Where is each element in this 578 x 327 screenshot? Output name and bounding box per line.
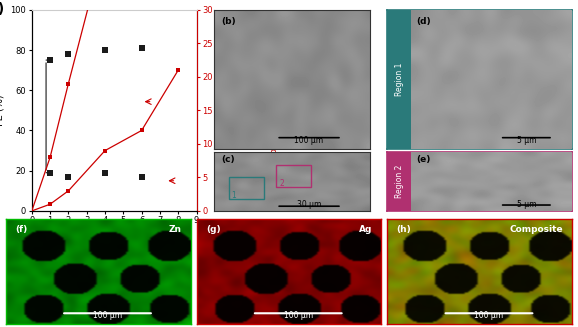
Text: 1: 1 xyxy=(231,191,236,200)
Text: (d): (d) xyxy=(416,17,431,26)
Text: Ag: Ag xyxy=(359,225,372,234)
Text: (b): (b) xyxy=(222,17,236,26)
Text: 30 μm: 30 μm xyxy=(297,200,321,209)
X-axis label: Time (h): Time (h) xyxy=(94,231,135,241)
Text: 100 μm: 100 μm xyxy=(284,311,313,319)
Text: (a): (a) xyxy=(0,2,5,16)
Text: Region 2: Region 2 xyxy=(395,165,404,198)
Text: Zn: Zn xyxy=(169,225,181,234)
Text: Composite: Composite xyxy=(509,225,563,234)
Text: 5 μm: 5 μm xyxy=(517,199,537,209)
Text: 100 μm: 100 μm xyxy=(475,311,503,319)
Text: (f): (f) xyxy=(15,225,27,234)
Text: 100 μm: 100 μm xyxy=(295,136,324,145)
Text: (h): (h) xyxy=(397,225,412,234)
Text: (g): (g) xyxy=(206,225,220,234)
Bar xyxy=(229,177,264,199)
Text: Region 1: Region 1 xyxy=(395,62,404,96)
Bar xyxy=(276,165,310,187)
Y-axis label: Gas production (mmol): Gas production (mmol) xyxy=(268,62,277,159)
Text: 100 μm: 100 μm xyxy=(93,311,122,319)
Text: (e): (e) xyxy=(416,155,431,164)
Text: 5 μm: 5 μm xyxy=(517,136,537,145)
Y-axis label: FE (%): FE (%) xyxy=(0,95,5,126)
Text: 2: 2 xyxy=(279,179,284,188)
Text: (c): (c) xyxy=(222,155,235,164)
